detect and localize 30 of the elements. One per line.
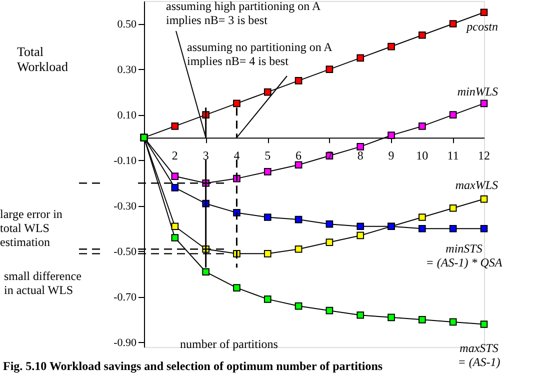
series-label: pcostn [466,19,498,34]
series-label: minWLS [457,84,498,98]
x-tick-label: 12 [478,148,490,163]
series-label: maxWLS [455,178,498,192]
x-tick-label: 10 [416,148,428,163]
x-tick-label: 2 [172,148,178,163]
text: small difference in actual WLS [4,269,82,297]
text: large error in total WLS estimation [0,207,62,249]
y-tick-label: -0.70 [114,291,137,304]
y-tick-label: 0.50 [117,18,137,30]
y-tick-label: -0.10 [114,154,137,167]
y-axis-title: Total Workload [17,44,68,74]
annotation: assuming no partitioning on A implies nB= 4 is best [187,40,333,68]
x-tick-label: 8 [357,148,364,163]
series-label: minSTS = (AS-1) * QSA [426,242,503,270]
x-tick-label: 9 [388,148,394,163]
x-tick-label: 3 [202,148,209,163]
y-tick-label: -0.50 [114,246,137,258]
annotation: assuming high partitioning on A implies nB= 3 is best [166,0,321,27]
x-axis-title: number of partitions [180,337,278,351]
y-tick-label: -0.90 [114,336,137,349]
x-tick-label: 5 [264,148,271,163]
text: Fig. 5.10 Workload savings and selection of optimum number of partitions [3,359,383,373]
x-tick-label: 6 [296,148,302,163]
y-tick-label: -0.30 [114,200,137,212]
series-label: maxSTS = (AS-1) [458,341,500,370]
y-tick-label: 0.30 [117,64,137,76]
x-tick-label: 4 [234,148,240,163]
x-tick-label: 11 [447,148,459,163]
y-tick-label: 0.10 [117,109,137,122]
